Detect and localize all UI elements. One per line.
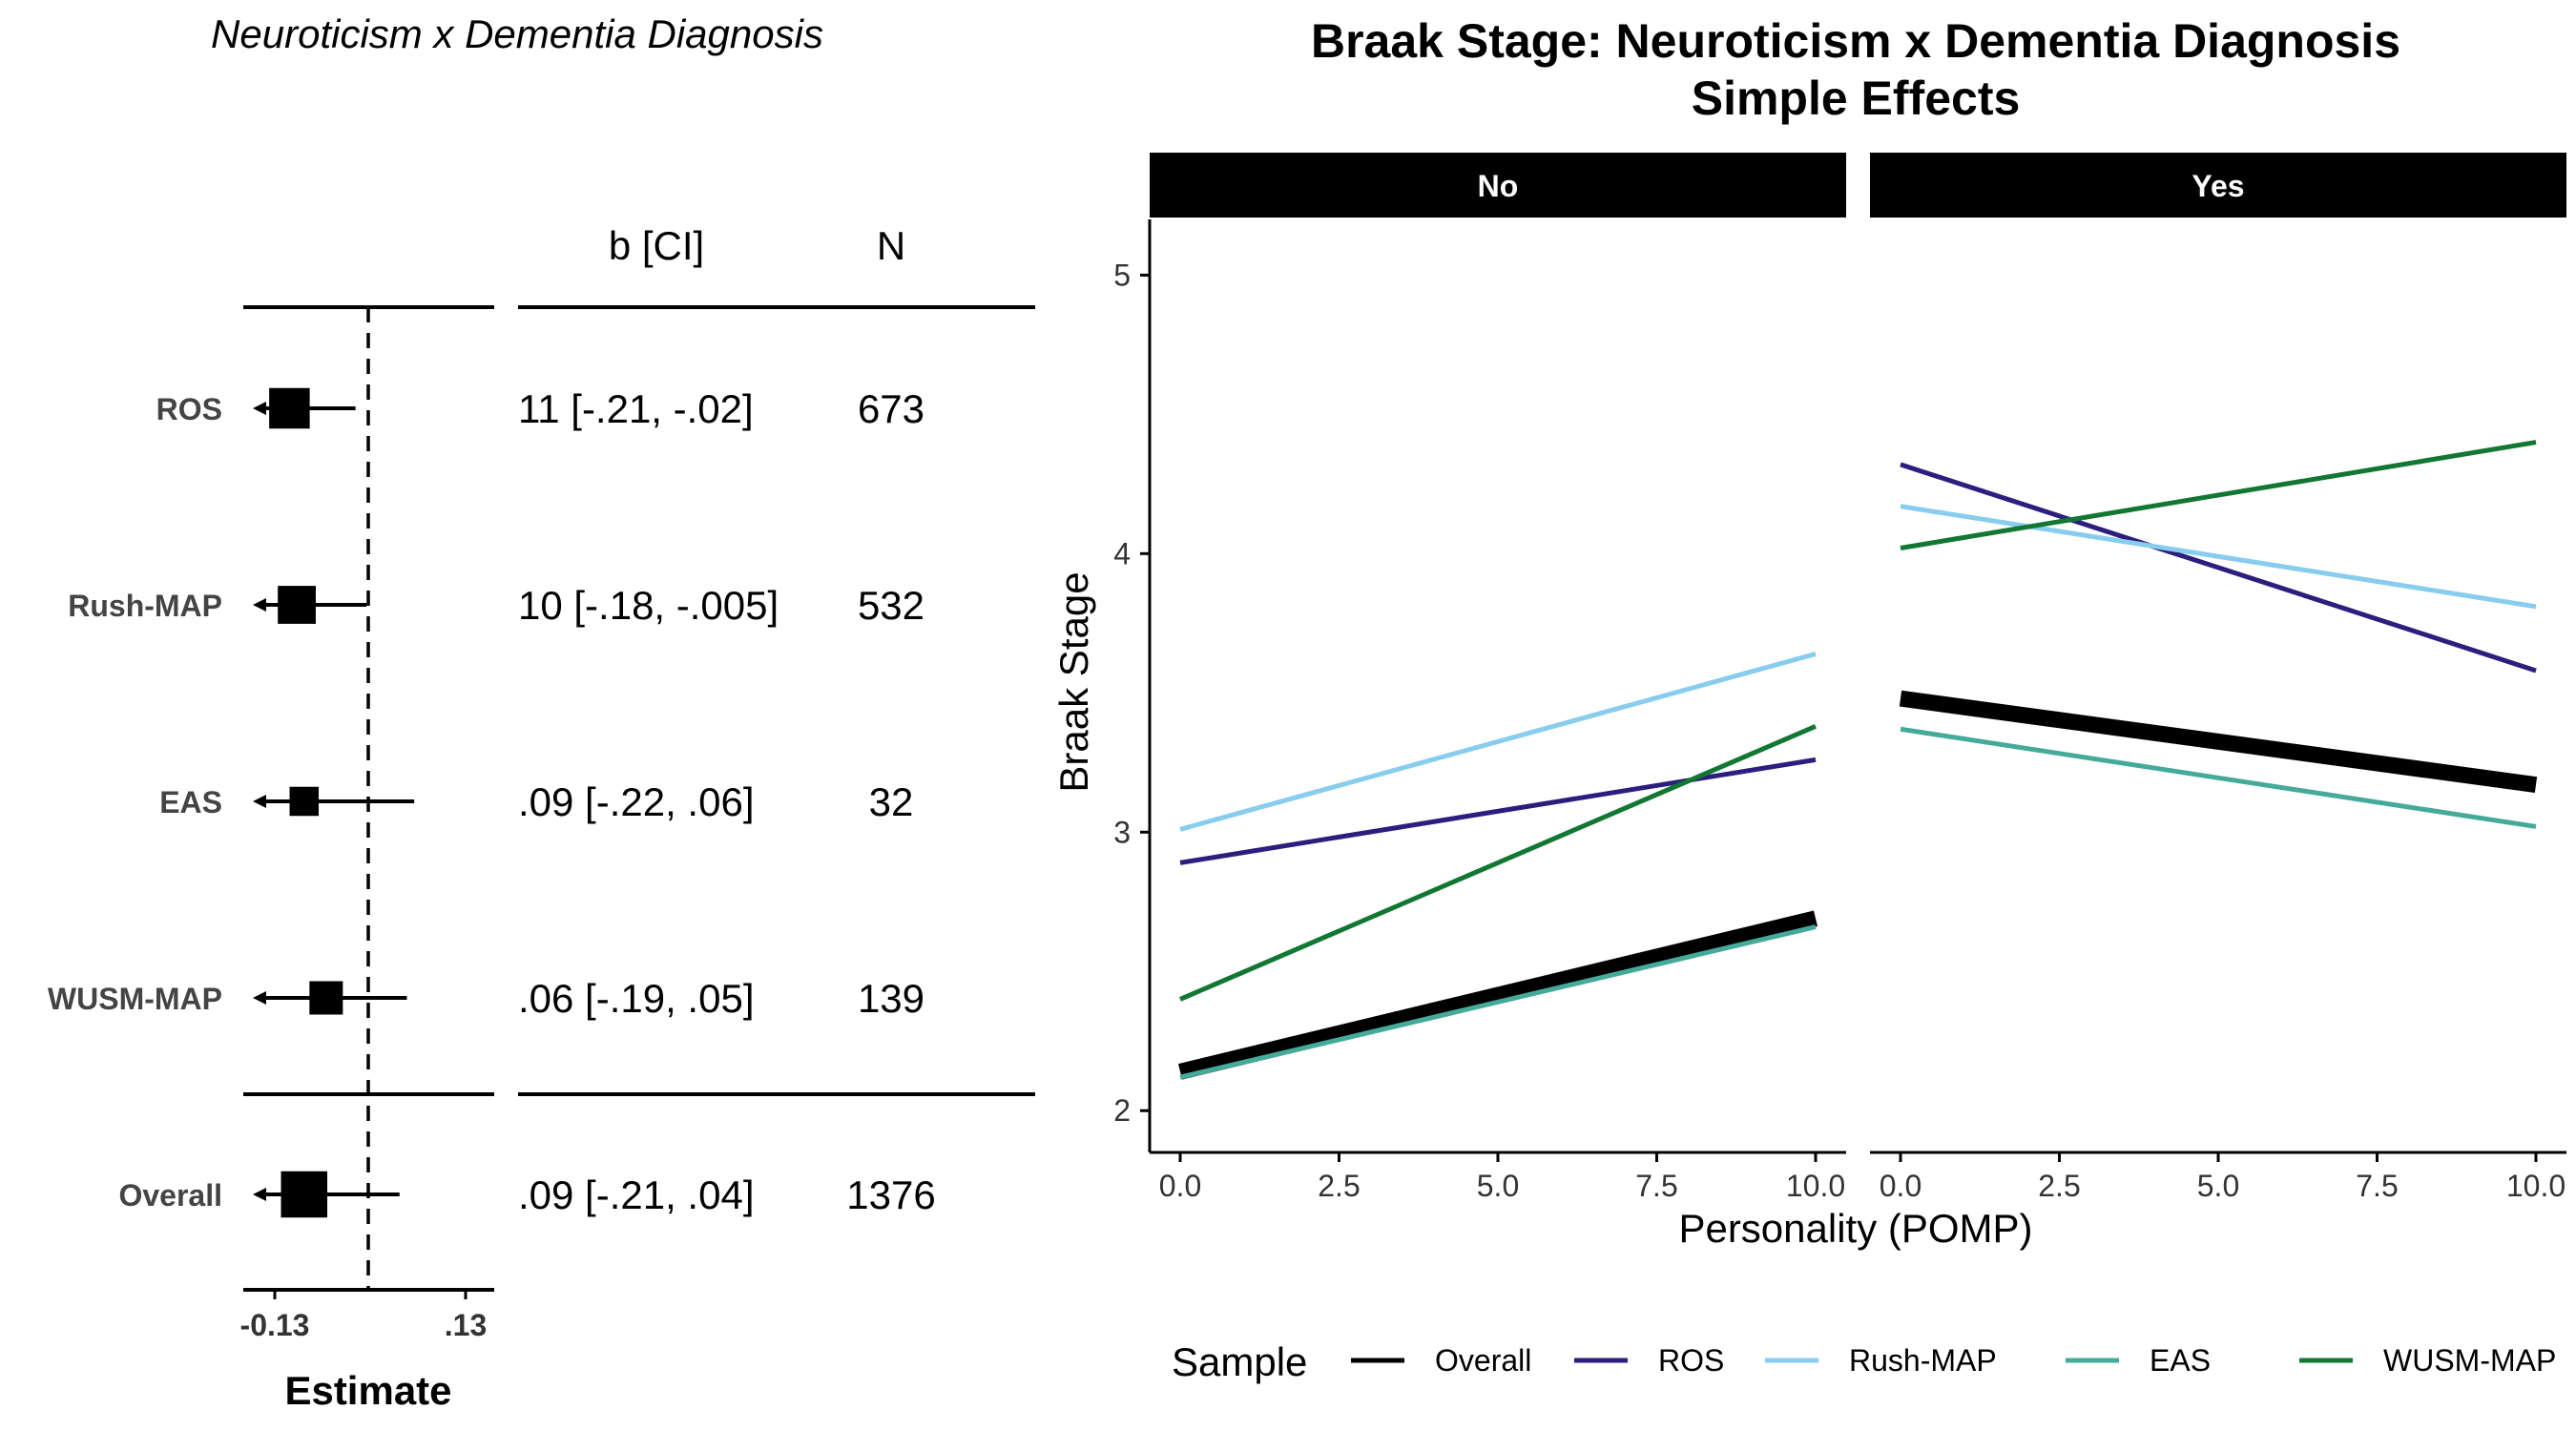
forest-plot: Neuroticism x Dementia Diagnosis b [CI] … (48, 11, 1035, 1413)
legend: Sample Overall ROS Rush-MAP EAS WUSM-MAP (1172, 1339, 2556, 1384)
forest-ci-arrow (253, 1188, 266, 1201)
series-line (1178, 910, 1818, 1080)
y-tick-label: 4 (1113, 536, 1131, 570)
x-tick-label: 5.0 (2197, 1169, 2239, 1203)
forest-estimate-marker (289, 786, 320, 817)
forest-ci-arrow (253, 402, 266, 415)
forest-x-tick-label: .13 (445, 1308, 487, 1342)
x-tick-label: 2.5 (1318, 1169, 1360, 1203)
forest-ci-text: .09 [-.21, .04] (518, 1172, 755, 1217)
forest-ci-text: .06 [-.19, .05] (518, 976, 755, 1021)
forest-estimate-marker (309, 981, 343, 1015)
facet-strip (1150, 153, 1846, 218)
line-chart-subtitle: Simple Effects (1692, 72, 2021, 125)
forest-estimate-marker (280, 1171, 328, 1218)
forest-ci-arrow (253, 795, 266, 808)
facet-strip-label: No (1478, 169, 1519, 203)
legend-items: Overall ROS Rush-MAP EAS WUSM-MAP (1351, 1343, 2556, 1378)
facet-strip (1870, 153, 2566, 218)
line-chart: Braak Stage: Neuroticism x Dementia Diag… (1051, 14, 2566, 1384)
series-line (1900, 440, 2537, 550)
x-tick-label: 5.0 (1477, 1169, 1519, 1203)
x-tick-label: 10.0 (1786, 1169, 1845, 1203)
legend-label: EAS (2150, 1343, 2211, 1378)
forest-row-label: Rush-MAP (68, 589, 222, 623)
legend-label: WUSM-MAP (2383, 1343, 2556, 1378)
series-line (1179, 757, 1817, 865)
x-tick-label: 7.5 (1635, 1169, 1677, 1203)
forest-title: Neuroticism x Dementia Diagnosis (211, 11, 823, 56)
forest-rows: ROS 11 [-.21, -.02] 673 Rush-MAP 10 [-.18, -… (48, 386, 936, 1218)
legend-label: Overall (1435, 1343, 1531, 1378)
forest-ci-arrow (253, 991, 266, 1005)
forest-row-label: Overall (118, 1178, 222, 1213)
x-tick-label: 2.5 (2038, 1169, 2080, 1203)
x-tick-label: 10.0 (2506, 1169, 2566, 1203)
forest-x-axis-label: Estimate (284, 1368, 451, 1413)
x-tick-label: 0.0 (1880, 1169, 1922, 1203)
line-chart-title: Braak Stage: Neuroticism x Dementia Diag… (1311, 14, 2400, 68)
legend-title: Sample (1172, 1339, 1307, 1384)
forest-n-text: 32 (869, 779, 914, 824)
forest-n-text: 1376 (846, 1172, 935, 1217)
y-tick-label: 5 (1113, 258, 1131, 292)
series-line (1900, 726, 2537, 829)
y-axis-label: Braak Stage (1051, 571, 1096, 792)
x-axis-label: Personality (POMP) (1678, 1206, 2032, 1251)
forest-header-n: N (877, 223, 905, 268)
series-line (1179, 724, 1817, 1002)
series-line (1899, 690, 2538, 794)
forest-header-ci: b [CI] (609, 223, 704, 268)
legend-label: ROS (1658, 1343, 1724, 1378)
forest-x-tick-label: -0.13 (240, 1308, 310, 1342)
series-line (1900, 462, 2537, 674)
series-line (1900, 504, 2537, 610)
x-tick-label: 0.0 (1159, 1169, 1201, 1203)
legend-label: Rush-MAP (1849, 1343, 1997, 1378)
forest-estimate-marker (269, 387, 310, 429)
forest-ci-text: 10 [-.18, -.005] (518, 583, 779, 628)
x-tick-label: 7.5 (2356, 1169, 2398, 1203)
forest-n-text: 673 (858, 386, 924, 431)
facet-panels: No 0.0 2.5 5.0 7.5 10.0 2 3 4 5 Yes 0.0 2.5 5.0 7.5 10.… (1113, 153, 2566, 1203)
forest-n-text: 532 (858, 583, 924, 628)
y-tick-label: 3 (1113, 815, 1131, 849)
forest-row-label: WUSM-MAP (48, 982, 222, 1016)
forest-estimate-marker (278, 586, 316, 624)
y-tick-label: 2 (1113, 1093, 1131, 1128)
forest-ci-text: .09 [-.22, .06] (518, 779, 755, 824)
facet-strip-label: Yes (2192, 169, 2244, 203)
forest-n-text: 139 (858, 976, 924, 1021)
series-line (1179, 924, 1817, 1080)
forest-row-label: ROS (156, 392, 222, 426)
forest-row-label: EAS (159, 785, 222, 819)
forest-ci-text: 11 [-.21, -.02] (518, 386, 754, 431)
series-line (1179, 652, 1817, 832)
forest-ci-arrow (253, 598, 266, 612)
